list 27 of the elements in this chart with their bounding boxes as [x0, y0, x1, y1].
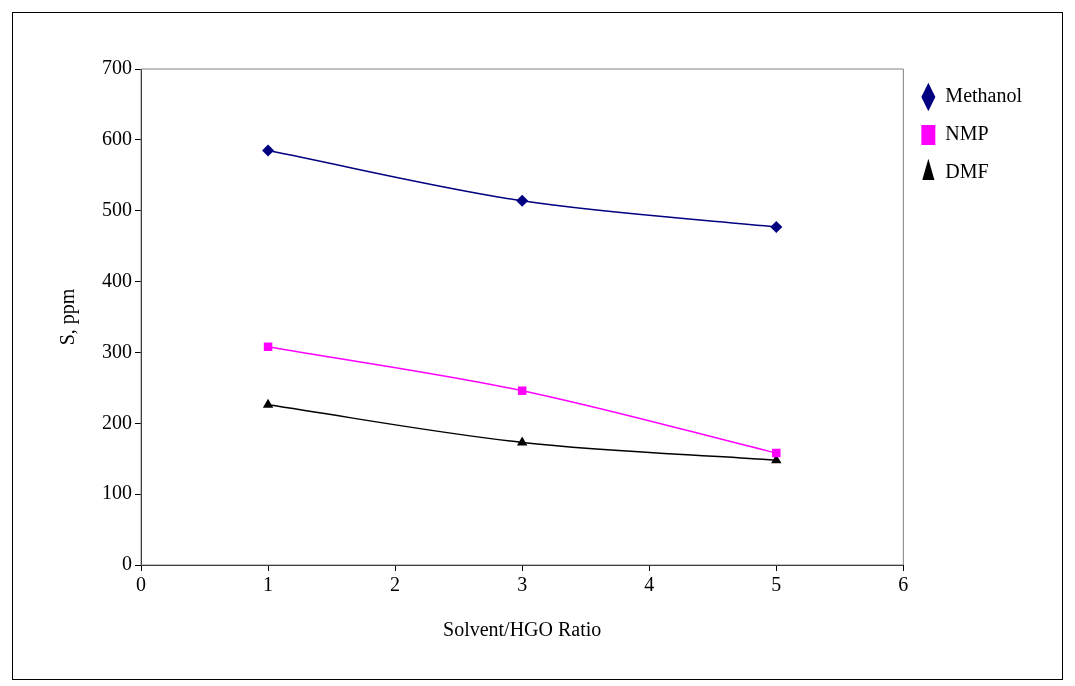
- x-tick-label: 6: [898, 573, 909, 596]
- legend-label: NMP: [945, 122, 989, 145]
- y-tick-label: 400: [102, 268, 132, 291]
- y-tick-label: 0: [122, 552, 132, 575]
- y-tick-label: 300: [102, 339, 132, 362]
- point: [772, 448, 781, 458]
- point: [262, 144, 275, 157]
- legend-label: DMF: [945, 160, 989, 183]
- point: [262, 398, 274, 408]
- legend-label: Methanol: [945, 84, 1023, 107]
- y-tick-label: 600: [102, 127, 132, 150]
- y-tick-label: 100: [102, 481, 132, 504]
- x-tick-label: 5: [771, 573, 782, 596]
- y-tick-label: 500: [102, 197, 132, 220]
- x-axis-title: Solvent/HGO Ratio: [443, 618, 602, 641]
- point: [516, 194, 529, 207]
- y-axis-title: S, ppm: [56, 288, 80, 346]
- point: [770, 221, 783, 234]
- point: [516, 436, 528, 446]
- x-tick-label: 4: [644, 573, 655, 596]
- x-tick-label: 1: [263, 573, 274, 596]
- x-tick-label: 0: [136, 573, 146, 596]
- y-tick-label: 700: [102, 56, 132, 79]
- x-tick-label: 3: [517, 573, 528, 596]
- point: [517, 386, 527, 395]
- x-tick-label: 2: [390, 573, 401, 596]
- y-tick-label: 200: [102, 410, 132, 433]
